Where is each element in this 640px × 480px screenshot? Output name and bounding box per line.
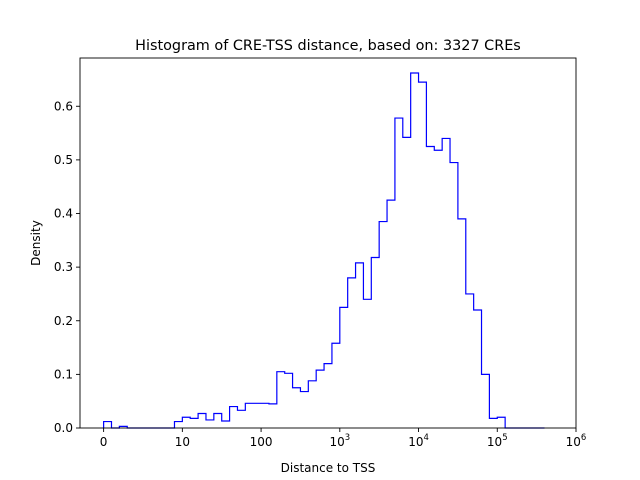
histogram-step-line xyxy=(103,72,545,429)
y-tick-label: 0.3 xyxy=(54,260,73,274)
y-tick-label: 0.4 xyxy=(54,207,73,221)
y-axis-ticks: 0.0 0.1 0.2 0.3 0.4 0.5 0.6 xyxy=(54,99,80,435)
y-tick-label: 0.6 xyxy=(54,99,73,113)
x-tick-label: 10 xyxy=(175,435,190,449)
x-tick-label: 106 xyxy=(566,433,587,449)
y-tick-label: 0.1 xyxy=(54,367,73,381)
x-tick-label: 0 xyxy=(100,435,108,449)
plot-frame xyxy=(79,57,577,429)
y-axis-label: Density xyxy=(29,220,43,266)
chart-title: Histogram of CRE-TSS distance, based on:… xyxy=(135,38,521,54)
y-tick-label: 0.2 xyxy=(54,314,73,328)
x-tick-label: 100 xyxy=(250,435,273,449)
plot-background xyxy=(80,58,576,428)
x-axis-label: Distance to TSS xyxy=(281,461,376,475)
x-tick-label: 104 xyxy=(408,433,429,449)
plot-area: 0 10 100 103 104 105 106 0.0 0.1 0.2 0.3 0.4 0.5 0.6 xyxy=(54,57,587,449)
x-tick-label: 103 xyxy=(329,433,350,449)
x-axis-ticks: 0 10 100 103 104 105 106 xyxy=(100,428,587,449)
y-tick-label: 0.0 xyxy=(54,421,73,435)
x-tick-label: 105 xyxy=(487,433,508,449)
y-tick-label: 0.5 xyxy=(54,153,73,167)
